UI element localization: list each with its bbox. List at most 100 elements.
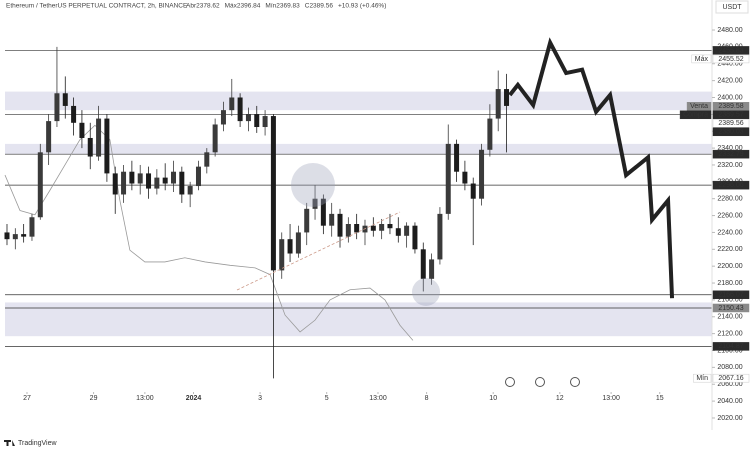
candle-body [479, 149, 485, 199]
candle-body [470, 183, 476, 199]
candle-body [337, 213, 343, 237]
price-label-box [712, 303, 750, 313]
price-label: 2389.56 [718, 120, 743, 127]
candle-body [146, 173, 152, 189]
y-tick-label: 2120.00 [717, 330, 742, 337]
candle-body [220, 110, 226, 125]
header-stat: +10.93 (+0.46%) [338, 3, 386, 10]
price-label: 2150.43 [718, 305, 743, 312]
header-stat: C2389.56 [305, 3, 334, 10]
header-stats: Abr2378.62 Máx2396.84 Mín2369.83 C2389.56 +1… [186, 3, 386, 10]
x-tick-label: 12 [556, 395, 564, 402]
candle-body [504, 89, 510, 106]
price-label-box [712, 54, 750, 64]
header-stat: Máx2396.84 [225, 3, 261, 10]
price-tag: Mín [696, 375, 708, 382]
candle-body [96, 118, 102, 157]
zones [5, 50, 712, 347]
y-tick-label: 2280.00 [717, 196, 742, 203]
x-tick-label: 3 [258, 395, 262, 402]
candle-body [79, 122, 85, 138]
candle-body [4, 232, 10, 240]
candle-body [429, 259, 435, 279]
price-label: 2104.87 [718, 343, 743, 350]
candle-body [304, 208, 310, 233]
candle-body [104, 118, 110, 174]
candle-body [21, 234, 27, 237]
candle-body [387, 224, 393, 229]
price-label: 2332.79 [718, 151, 743, 158]
price-tag: Venta [690, 103, 708, 110]
x-tick-label: 13:00 [369, 395, 387, 402]
candle-body [462, 171, 468, 184]
x-tick-label: 8 [425, 395, 429, 402]
event-icon[interactable] [570, 377, 580, 387]
price-labels: 2455.83 2455.52 Máx 2389.58 Venta 2389.57 Comp… [679, 46, 750, 383]
y-tick-label: 2240.00 [717, 229, 742, 236]
candle-body [179, 171, 185, 195]
x-tick-label: 13:00 [602, 395, 620, 402]
x-tick-label: 29 [90, 395, 98, 402]
currency[interactable]: USDT [722, 4, 742, 11]
candle-body [87, 137, 93, 157]
y-tick-label: 2040.00 [717, 398, 742, 405]
x-tick-label: 27 [23, 395, 31, 402]
candle-body [295, 232, 301, 254]
price-label: 2380.03 [718, 129, 743, 136]
candle-body [71, 105, 77, 123]
candle-body [187, 186, 193, 195]
price-label-box [712, 46, 750, 55]
chart-title: Ethereum / TetherUS PERPETUAL CONTRACT, … [6, 3, 188, 10]
y-tick-label: 2140.00 [717, 314, 742, 321]
event-icon[interactable] [535, 377, 545, 387]
candle-body [112, 173, 118, 195]
highlight-circle [412, 278, 440, 306]
y-tick-label: 2320.00 [717, 162, 742, 169]
price-tag: Máx [695, 56, 709, 63]
price-tag-box [691, 54, 712, 64]
event-icons [505, 377, 580, 387]
candle-body [37, 152, 43, 218]
price-label: 2067.16 [718, 375, 743, 382]
candle-body [354, 224, 360, 233]
y-tick-label: 2340.00 [717, 145, 742, 152]
currency-box[interactable] [715, 0, 749, 14]
candle-body [245, 114, 251, 122]
x-tick-label: 15 [656, 395, 664, 402]
candle-body [487, 118, 493, 150]
candle-body [46, 121, 52, 153]
candle-body [254, 114, 260, 128]
price-label: 2389.57 [718, 112, 743, 119]
candle-body [420, 249, 426, 279]
candle-body [454, 143, 460, 172]
price-tag-box [686, 102, 712, 111]
y-tick-label: 2400.00 [717, 94, 742, 101]
plot [4, 37, 675, 379]
x-tick-label: 5 [325, 395, 329, 402]
price-label-box [712, 102, 750, 111]
candle-body [204, 152, 210, 167]
y-tick-label: 2180.00 [717, 280, 742, 287]
candle-body [62, 93, 68, 106]
price-label-box [712, 180, 750, 190]
candle-body [54, 93, 60, 122]
candle-body [379, 224, 385, 231]
candle-body [329, 213, 335, 226]
zone [5, 143, 712, 155]
zone [5, 302, 712, 337]
event-icon[interactable] [505, 377, 515, 387]
x-tick-label: 10 [489, 395, 497, 402]
candle-body [237, 97, 243, 122]
candle-body [312, 198, 318, 209]
y-tick-label: 2260.00 [717, 212, 742, 219]
candle-body [12, 234, 18, 240]
moving-average [4, 124, 414, 341]
brand-logo [4, 440, 15, 446]
header-stat: Mín2369.83 [265, 3, 300, 10]
candle-body [29, 217, 35, 237]
brand: TradingView [18, 440, 57, 447]
x-tick-label: 13:00 [136, 395, 154, 402]
y-tick-label: 2020.00 [717, 415, 742, 422]
